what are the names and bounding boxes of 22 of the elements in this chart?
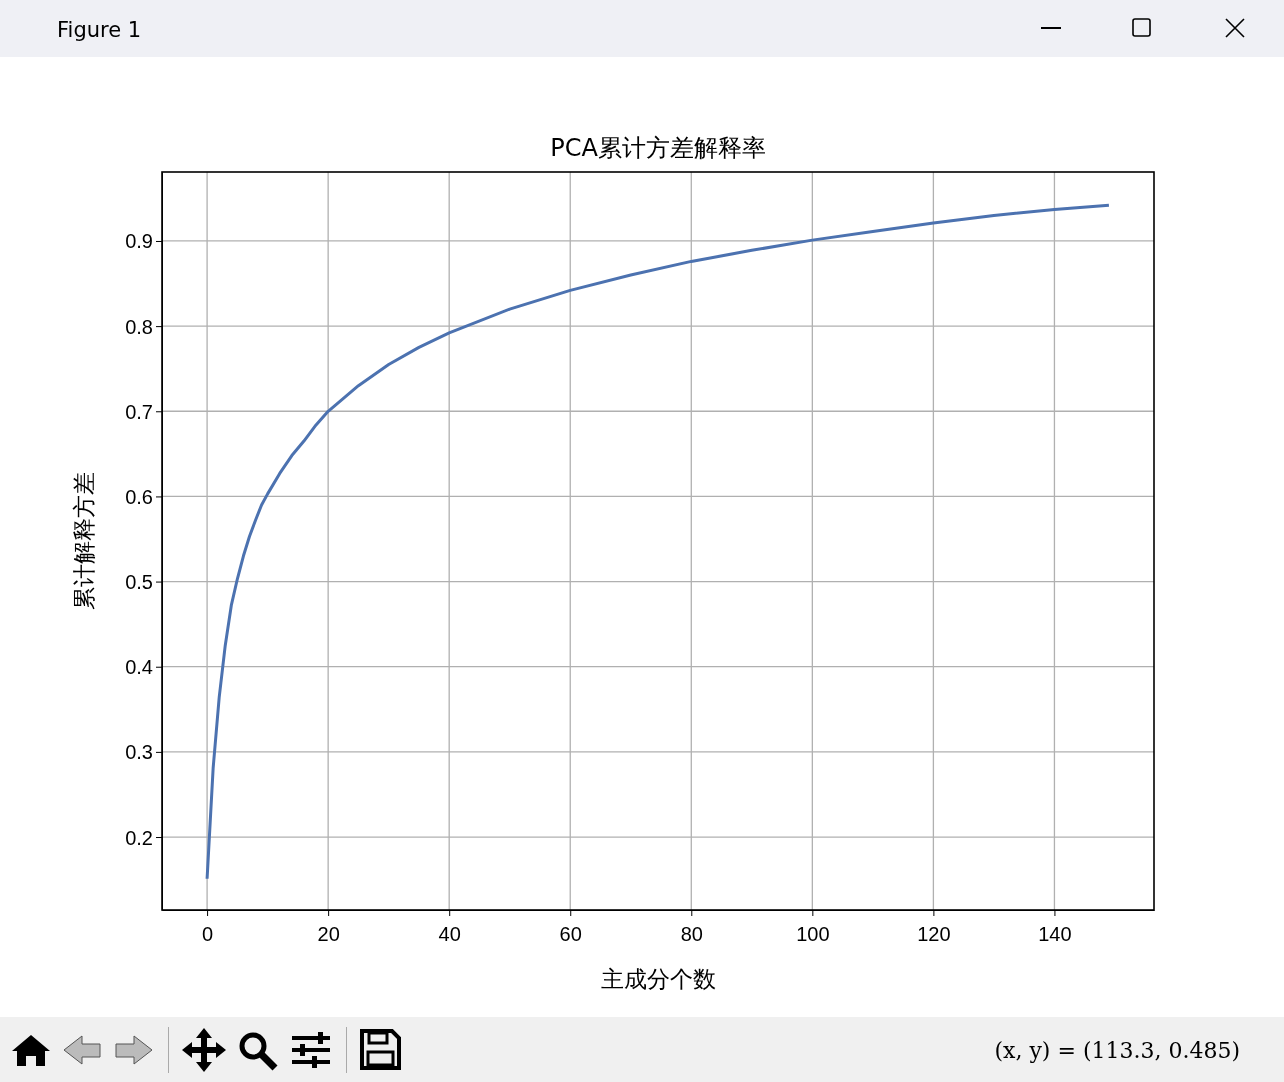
text: (x, y) = (113.3, 0.485) (994, 1038, 1240, 1063)
x-tick-label: 120 (917, 923, 951, 945)
x-tick-label: 20 (317, 923, 340, 945)
y-tick-label: 0.4 (125, 656, 153, 679)
caption: Figure 1 (57, 18, 142, 42)
x-tick-label: 80 (680, 923, 703, 945)
y-tick-label: 0.3 (125, 741, 153, 764)
y-tick-label: 0.5 (125, 571, 153, 594)
x-tick-label: 60 (559, 923, 582, 945)
y-tick-label: 0.6 (125, 485, 153, 508)
y-axis-title: 累计解释方差 (71, 472, 97, 610)
x-tick-label: 100 (796, 923, 830, 945)
y-tick-label: 0.9 (125, 230, 153, 253)
y-tick-label: 0.2 (125, 826, 153, 849)
line-series (205, 203, 1111, 881)
x-tick-label: 140 (1038, 923, 1072, 945)
x-tick-label: 0 (202, 923, 214, 945)
y-tick-label: 0.7 (125, 400, 153, 423)
y-tick-label: 0.8 (125, 315, 153, 338)
x-tick-label: 40 (438, 923, 461, 945)
chart-title: PCA累计方差解释率 (550, 134, 766, 162)
x-axis-title: 主成分个数 (600, 966, 716, 992)
